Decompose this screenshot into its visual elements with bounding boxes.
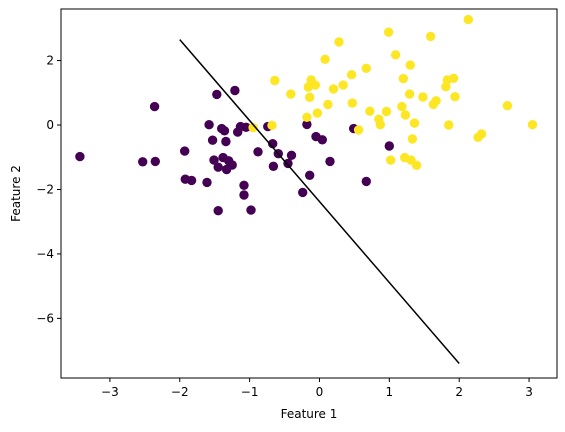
scatter-point-0-42 [361,176,371,187]
scatter-point-0-12 [213,206,223,216]
scatter-point-1-13 [334,37,344,47]
scatter-point-0-3 [150,156,160,167]
scatter-point-1-39 [431,96,441,106]
scatter-point-0-2 [149,101,160,112]
scatter-point-0-31 [268,161,279,171]
scatter-point-1-11 [323,99,333,110]
scatter-point-0-35 [298,187,308,198]
x-tick-label: 1 [386,385,394,399]
scatter-point-1-49 [527,120,538,130]
scatter-point-1-24 [386,155,396,165]
scatter-point-0-4 [180,146,190,156]
y-tick-label: −4 [36,247,54,261]
scatter-point-0-27 [246,205,256,215]
scatter-point-1-8 [310,80,320,90]
scatter-point-0-1 [138,157,148,167]
scatter-point-1-18 [361,63,371,73]
y-tick-label: 2 [46,54,54,68]
y-tick-label: 0 [46,118,54,132]
x-tick-label: 3 [525,385,533,399]
scatter-point-0-37 [305,170,315,180]
x-tick-label: 2 [455,385,463,399]
x-axis-label: Feature 1 [281,407,338,421]
scatter-point-0-30 [268,139,278,149]
scatter-point-1-14 [338,80,348,90]
scatter-point-1-9 [312,108,323,118]
scatter-point-0-16 [219,126,230,136]
scatter-point-1-35 [411,160,422,170]
scatter-point-0-0 [75,151,85,162]
scatter-point-1-3 [286,89,296,99]
scatter-point-1-27 [398,73,408,84]
scatter-point-1-47 [476,129,487,139]
scatter-point-1-19 [365,106,375,116]
scatter-point-0-28 [253,147,263,157]
y-tick-label: −2 [36,182,54,196]
scatter-point-1-10 [320,54,330,64]
scatter-point-0-20 [227,160,237,170]
scatter-point-0-43 [384,141,394,151]
scatter-point-1-16 [347,98,357,108]
scatter-point-1-1 [270,75,280,86]
scatter-point-0-11 [212,89,222,100]
scatter-point-0-36 [302,119,312,130]
scatter-point-1-42 [444,120,454,130]
y-tick-label: −6 [36,311,54,325]
x-tick-label: −2 [171,385,189,399]
scatter-point-0-39 [317,135,327,145]
scatter-point-0-40 [325,156,335,167]
scatter-point-1-21 [375,120,385,130]
scatter-point-1-23 [383,27,394,37]
scatter-point-1-31 [405,60,415,70]
decision-boundary-line [179,39,460,364]
scatter-point-0-17 [221,136,231,147]
scatter-point-0-34 [286,150,297,160]
scatter-point-0-6 [186,175,197,186]
scatter-point-1-2 [267,120,277,130]
scatter-point-1-15 [346,70,357,80]
scatter-point-0-26 [241,122,251,132]
scatter-point-0-33 [283,158,293,169]
scatter-point-0-24 [239,180,249,190]
scatter-point-1-33 [407,134,418,144]
scatter-point-1-25 [390,50,401,60]
scatter-point-1-6 [305,92,315,103]
scatter-point-1-26 [397,101,407,112]
plot-frame [60,8,558,379]
scatter-point-0-9 [207,135,218,145]
x-tick-label: −3 [101,385,119,399]
x-tick-label: 0 [316,385,324,399]
scatter-point-0-25 [239,190,249,200]
scatter-point-1-36 [418,92,428,102]
scatter-point-0-10 [209,155,219,165]
plot-marks [75,14,538,364]
scatter-point-0-21 [230,85,240,96]
scatter-point-0-8 [204,120,214,130]
scatter-point-1-37 [425,31,436,42]
y-axis-label: Feature 2 [9,165,23,222]
scatter-point-1-30 [404,89,415,99]
scatter-point-1-0 [248,122,258,133]
scatter-point-1-22 [381,106,392,117]
scatter-point-1-29 [400,110,411,120]
scatter-point-1-44 [450,92,460,102]
scatter-point-0-13 [213,162,223,172]
scatter-point-1-45 [463,14,473,25]
scatter-point-1-12 [328,84,339,94]
scatter-point-1-17 [353,125,364,135]
scatter-point-1-48 [502,101,513,111]
scatter-point-0-7 [202,177,212,188]
axis-ticks: −3 −2 −1 0 1 2 3 −6 −4 −2 0 2 [36,54,533,399]
scatter-point-1-34 [409,118,420,128]
x-tick-label: −1 [241,385,259,399]
scatter-point-1-43 [448,73,459,84]
scatter-point-1-4 [302,112,312,123]
